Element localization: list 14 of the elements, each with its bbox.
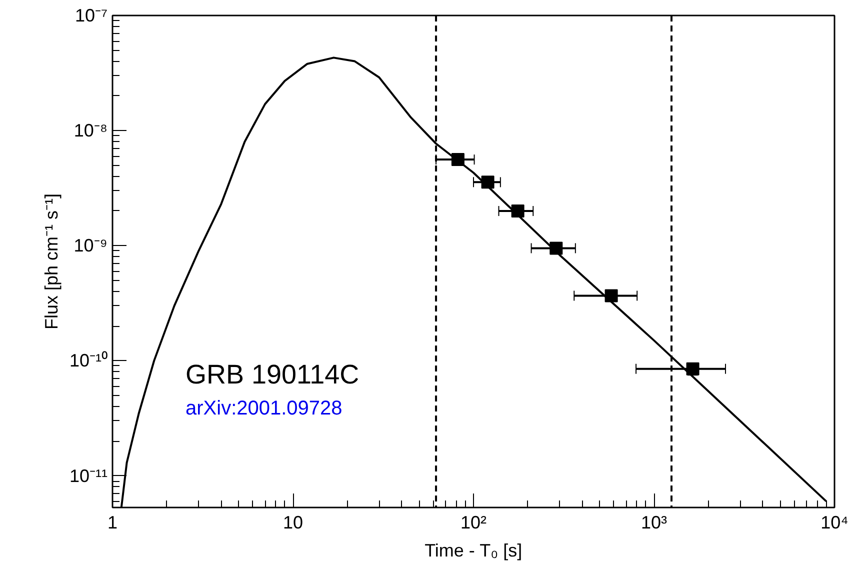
- y-tick-label: 10⁻⁸: [74, 120, 108, 141]
- x-tick-label: 10³: [640, 512, 668, 532]
- y-axis-title: Flux [ph cm⁻¹ s⁻¹]: [41, 193, 62, 330]
- x-tick-label: 10²: [460, 512, 487, 532]
- x-axis-title: Time - T₀ [s]: [424, 540, 522, 560]
- x-tick-label: 10: [282, 512, 304, 532]
- y-tick-label: 10⁻⁷: [74, 6, 108, 26]
- annotation: GRB 190114C: [186, 360, 360, 390]
- x-tick-label: 10⁴: [820, 512, 848, 532]
- annotation: arXiv:2001.09728: [186, 398, 342, 420]
- y-tick-label: 10⁻¹⁰: [69, 350, 108, 371]
- x-tick-label: 1: [107, 512, 118, 532]
- y-tick-label: 10⁻⁹: [74, 236, 108, 256]
- y-tick-label: 10⁻¹¹: [69, 466, 108, 486]
